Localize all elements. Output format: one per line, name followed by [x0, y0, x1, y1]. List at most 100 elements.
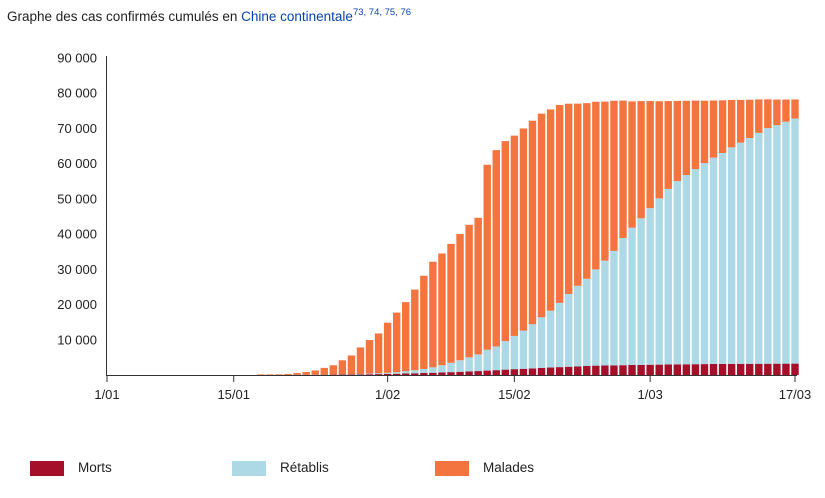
- bar-retablis: [347, 373, 356, 375]
- bar-retablis: [610, 250, 618, 366]
- bar-morts: [465, 371, 473, 375]
- bar-morts: [456, 371, 464, 375]
- bar-morts: [736, 363, 745, 375]
- bar-retablis: [456, 360, 464, 372]
- y-tick-label: 60 000: [57, 156, 97, 171]
- bar-malades: [302, 372, 310, 375]
- bar-morts: [610, 365, 618, 375]
- bar-morts: [519, 368, 528, 375]
- x-tick-label: 1/03: [638, 387, 663, 402]
- bar-malades: [257, 374, 265, 375]
- caption-refs[interactable]: 73, 74, 75, 76: [352, 7, 412, 18]
- bar-morts: [646, 364, 654, 375]
- bar-retablis: [746, 138, 754, 364]
- bar-retablis: [528, 324, 537, 369]
- bar-malades: [610, 100, 618, 251]
- bar-retablis: [537, 317, 546, 368]
- bar-retablis: [736, 142, 745, 364]
- bar-retablis: [673, 181, 682, 365]
- bar-malades: [420, 275, 428, 369]
- y-tick-label: 40 000: [57, 227, 97, 242]
- bar-retablis: [356, 373, 365, 375]
- bar-morts: [782, 363, 790, 375]
- bar-malades: [601, 101, 609, 261]
- bar-morts: [619, 365, 627, 375]
- x-axis: 1/01 15/01 1/02 15/02 1/03 17/03: [94, 56, 811, 402]
- bar-malades: [592, 101, 600, 270]
- bar-morts: [583, 365, 591, 375]
- caption-link-chine[interactable]: Chine continentale: [241, 9, 353, 24]
- bar-retablis: [583, 278, 591, 366]
- bar-morts: [365, 374, 374, 375]
- bar-retablis: [773, 125, 781, 364]
- bar-retablis: [709, 157, 718, 365]
- bar-retablis: [438, 365, 446, 373]
- bar-malades: [546, 109, 555, 311]
- bar-malades: [411, 289, 419, 371]
- bar-morts: [483, 370, 491, 375]
- chart-legend: Morts Rétablis Malades: [0, 458, 825, 482]
- bar-malades: [791, 99, 799, 119]
- bar-morts: [492, 370, 500, 375]
- bar-malades: [356, 347, 365, 374]
- bar-malades: [329, 365, 338, 375]
- bar-retablis: [655, 198, 663, 365]
- bar-malades: [483, 164, 491, 350]
- bar-morts: [537, 367, 546, 375]
- bar-retablis: [619, 237, 627, 366]
- bar-morts: [628, 365, 636, 375]
- legend-label-retablis: Rétablis: [280, 460, 329, 475]
- bar-malades: [293, 373, 301, 375]
- bar-retablis: [646, 208, 654, 365]
- bar-malades: [266, 374, 274, 375]
- bar-malades: [347, 355, 356, 375]
- bar-malades: [537, 113, 546, 318]
- bar-morts: [637, 364, 645, 375]
- bar-malades: [320, 367, 328, 375]
- bar-retablis: [682, 175, 691, 365]
- bar-retablis: [474, 354, 482, 372]
- bar-morts: [420, 373, 428, 375]
- bar-retablis: [546, 310, 555, 368]
- bar-morts: [347, 374, 356, 375]
- y-tick-label: 90 000: [57, 51, 97, 66]
- bar-morts: [764, 363, 772, 375]
- bar-morts: [438, 372, 446, 375]
- bar-retablis: [637, 218, 645, 365]
- bar-malades: [574, 103, 582, 286]
- bar-malades: [465, 224, 473, 358]
- bar-morts: [474, 371, 482, 375]
- bar-morts: [546, 367, 555, 375]
- bar-malades: [555, 105, 564, 303]
- bar-morts: [564, 366, 573, 375]
- bar-malades: [392, 312, 401, 373]
- bar-morts: [555, 367, 564, 375]
- bar-malades: [374, 333, 383, 374]
- y-tick-label: 20 000: [57, 297, 97, 312]
- bar-retablis: [420, 368, 428, 374]
- bar-malades: [402, 302, 410, 372]
- chart-canvas: 10 000 20 000 30 000 40 000 50 000 60 000 70 0…: [57, 51, 811, 403]
- bar-morts: [392, 373, 401, 375]
- bar-malades: [673, 100, 682, 182]
- bar-malades: [664, 101, 672, 189]
- legend-label-malades: Malades: [483, 460, 535, 475]
- legend-swatch-malades: [435, 461, 469, 476]
- bar-retablis: [392, 372, 401, 374]
- bar-malades: [510, 135, 519, 336]
- bar-malades: [755, 99, 763, 133]
- bar-retablis: [510, 335, 519, 370]
- bar-morts: [791, 363, 799, 375]
- bar-malades: [528, 120, 537, 325]
- chart-caption: Graphe des cas confirmés cumulés en Chin…: [7, 7, 411, 24]
- bar-malades: [682, 100, 691, 176]
- bar-retablis: [764, 128, 772, 364]
- bar-malades: [501, 141, 510, 342]
- bar-morts: [700, 364, 709, 375]
- y-tick-label: 50 000: [57, 191, 97, 206]
- bar-malades: [727, 99, 736, 148]
- bar-malades: [583, 103, 591, 279]
- bar-morts: [664, 364, 672, 375]
- bar-malades: [746, 99, 754, 138]
- bar-morts: [691, 364, 700, 375]
